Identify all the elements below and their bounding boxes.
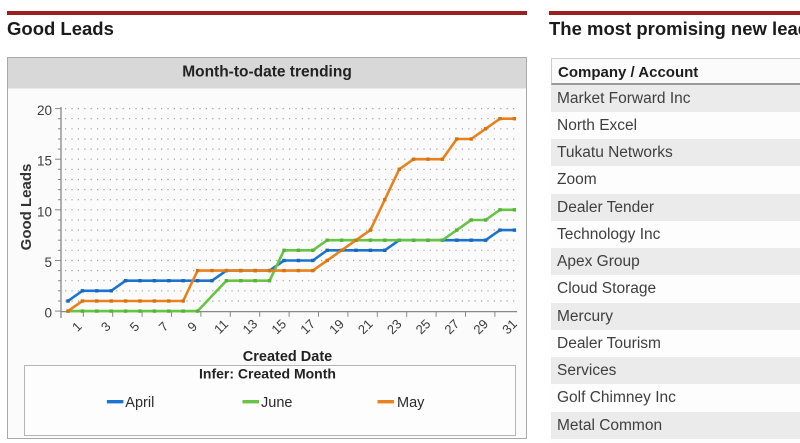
svg-text:15: 15 [36, 153, 51, 168]
svg-text:Month-to-date trending: Month-to-date trending [182, 63, 352, 80]
svg-text:Created Date: Created Date [242, 349, 331, 365]
svg-text:Good Leads: Good Leads [18, 163, 35, 250]
svg-text:Infer: Created Month: Infer: Created Month [199, 365, 336, 381]
svg-text:0: 0 [44, 305, 52, 320]
svg-text:20: 20 [36, 103, 51, 118]
svg-text:June: June [261, 395, 292, 411]
svg-text:5: 5 [44, 255, 52, 270]
svg-text:May: May [397, 395, 425, 411]
svg-text:10: 10 [36, 204, 51, 219]
svg-text:April: April [125, 395, 154, 411]
